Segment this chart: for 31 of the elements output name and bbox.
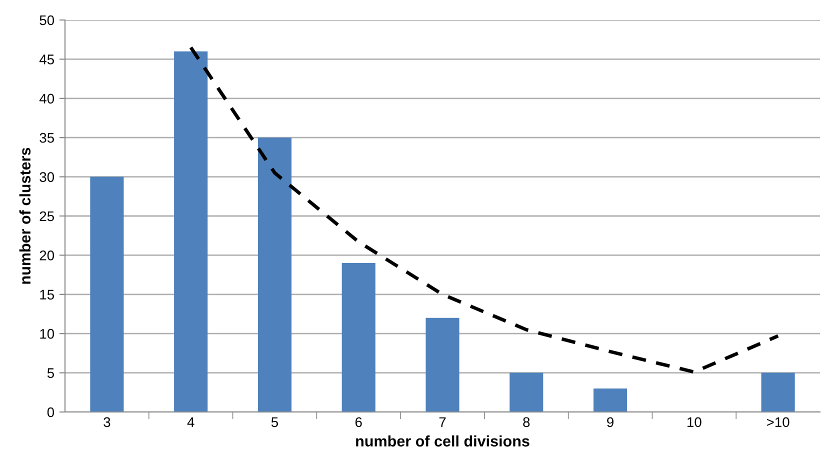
x-tick-label: 4 [187,417,194,427]
x-tick-label: 7 [439,417,446,427]
bar [761,372,795,412]
bar [342,263,376,412]
x-axis-title: number of cell divisions [356,435,530,447]
x-tick-label: 9 [607,417,614,428]
y-tick-label: 40 [39,94,54,104]
y-tick-label: 15 [40,290,54,300]
bar [510,372,544,412]
x-tick-label: 8 [523,417,530,428]
y-tick-label: 10 [40,328,54,339]
x-tick-label: >10 [766,417,790,428]
bar [426,318,460,412]
bar [258,138,292,412]
x-tick-label: 5 [271,417,278,428]
y-tick-label: 25 [40,211,54,222]
bar [90,176,124,412]
bar [594,388,628,412]
x-tick-label: 3 [104,417,110,428]
bar [174,51,208,412]
y-axis-title: number of clusters [19,148,31,284]
y-tick-label: 30 [40,172,54,182]
y-tick-label: 45 [39,54,54,64]
y-tick-label: 35 [40,132,54,143]
y-tick-label: 5 [47,368,54,378]
y-tick-label: 0 [47,407,54,418]
y-tick-label: 20 [40,250,54,260]
x-tick-label: 6 [355,417,362,428]
line-series [189,46,780,374]
y-tick-label: 50 [40,15,54,26]
x-tick-label: 10 [688,417,702,428]
